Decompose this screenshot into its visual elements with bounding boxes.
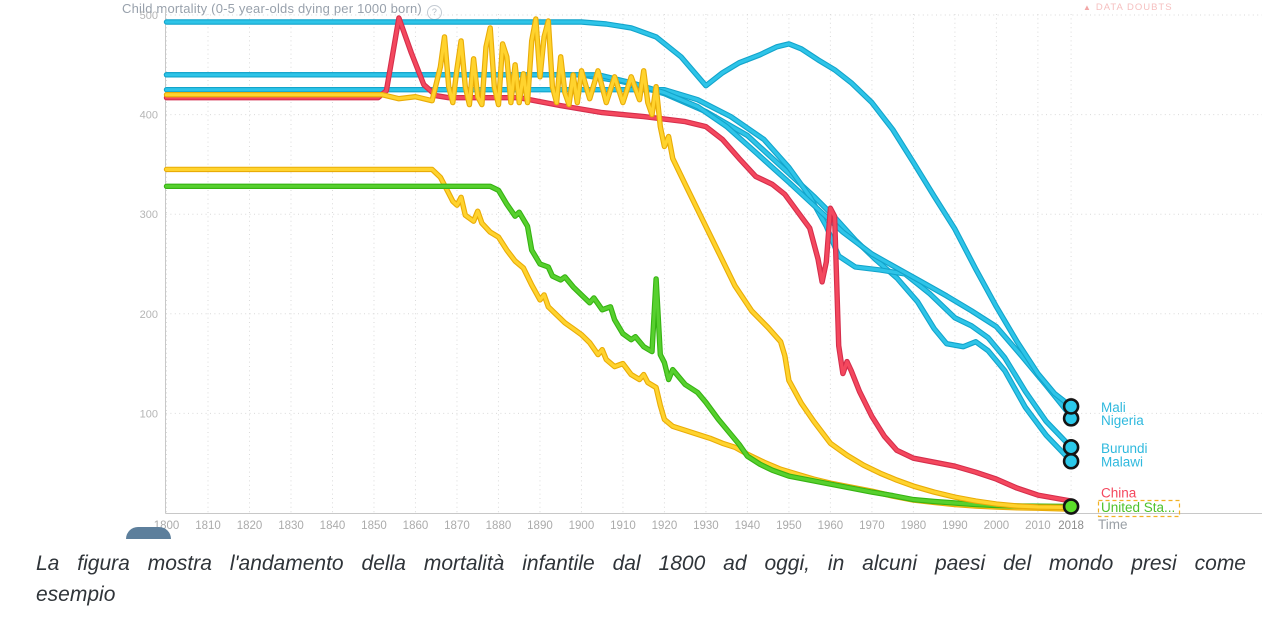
series-line-mali[interactable] — [164, 20, 1073, 408]
end-marker-malawi[interactable] — [1062, 452, 1080, 470]
x-tick-label-1930: 1930 — [693, 520, 719, 532]
x-tick-label-1840: 1840 — [320, 520, 346, 532]
end-marker-burundi[interactable] — [1062, 438, 1080, 456]
y-tick-label-500: 500 — [140, 10, 158, 22]
series-line-united-sta-[interactable] — [164, 184, 1073, 509]
y-tick-label-400: 400 — [140, 110, 158, 122]
caption-line-2: esempio — [36, 583, 116, 606]
series-line-burundi[interactable] — [164, 88, 1073, 449]
x-tick-label-1940: 1940 — [735, 520, 761, 532]
caption-line-1: La figura mostra l'andamento della morta… — [36, 552, 1246, 575]
series-line-nigeria[interactable] — [164, 73, 1073, 418]
x-tick-label-1820: 1820 — [237, 520, 263, 532]
x-tick-label-1910: 1910 — [610, 520, 636, 532]
x-tick-label-1900: 1900 — [569, 520, 595, 532]
x-tick-label-1920: 1920 — [652, 520, 678, 532]
x-tick-label-2000: 2000 — [984, 520, 1010, 532]
x-tick-label-1870: 1870 — [444, 520, 470, 532]
chart-title-text: Child mortality (0-5 year-olds dying per… — [122, 1, 422, 16]
figure-caption: La figura mostra l'andamento della morta… — [36, 548, 1246, 610]
end-marker-united-sta-[interactable] — [1062, 498, 1080, 515]
end-label-burundi[interactable]: Burundi — [1101, 441, 1148, 456]
end-label-malawi[interactable]: Malawi — [1101, 455, 1143, 470]
series-line-edge-yellow-line-2 — [163, 166, 1074, 512]
end-label-nigeria[interactable]: Nigeria — [1101, 413, 1144, 428]
end-label-china[interactable]: China — [1101, 486, 1137, 501]
end-label-mali[interactable]: Mali — [1101, 400, 1126, 415]
x-tick-label-1960: 1960 — [818, 520, 844, 532]
x-tick-label-1970: 1970 — [859, 520, 885, 532]
warning-triangle-icon: ▲ — [1083, 2, 1092, 12]
x-tick-label-1990: 1990 — [942, 520, 968, 532]
x-tick-label-1890: 1890 — [527, 520, 553, 532]
series-line-edge-malawi — [163, 72, 1074, 464]
end-label-united-sta-[interactable]: United Sta... — [1101, 500, 1175, 515]
x-tick-label-2018: 2018 — [1058, 520, 1084, 532]
x-axis-title: Time — [1098, 517, 1128, 532]
series-line-edge-united-sta- — [163, 183, 1074, 510]
x-tick-label-1830: 1830 — [278, 520, 304, 532]
data-doubts-label: DATA DOUBTS — [1095, 2, 1173, 13]
end-marker-mali[interactable] — [1062, 398, 1080, 415]
y-tick-label-100: 100 — [140, 408, 158, 420]
y-tick-label-300: 300 — [140, 209, 158, 221]
x-tick-label-1950: 1950 — [776, 520, 802, 532]
series-line-china[interactable] — [164, 16, 1073, 503]
x-tick-label-1860: 1860 — [403, 520, 429, 532]
data-doubts-button[interactable]: ▲ DATA DOUBTS — [1083, 2, 1173, 13]
x-tick-label-1980: 1980 — [901, 520, 927, 532]
series-line-edge-burundi — [163, 86, 1074, 450]
x-tick-label-1850: 1850 — [361, 520, 387, 532]
x-tick-label-1880: 1880 — [486, 520, 512, 532]
selected-label-box — [1097, 499, 1181, 518]
series-line-yellow-line-2[interactable] — [164, 167, 1073, 511]
x-tick-label-2010: 2010 — [1025, 520, 1051, 532]
y-tick-label-200: 200 — [140, 309, 158, 321]
series-line-yellow-line-1[interactable] — [164, 17, 1073, 510]
timeline-play-button-partial[interactable] — [126, 527, 171, 539]
x-tick-label-1810: 1810 — [195, 520, 221, 532]
series-line-malawi[interactable] — [164, 73, 1073, 463]
